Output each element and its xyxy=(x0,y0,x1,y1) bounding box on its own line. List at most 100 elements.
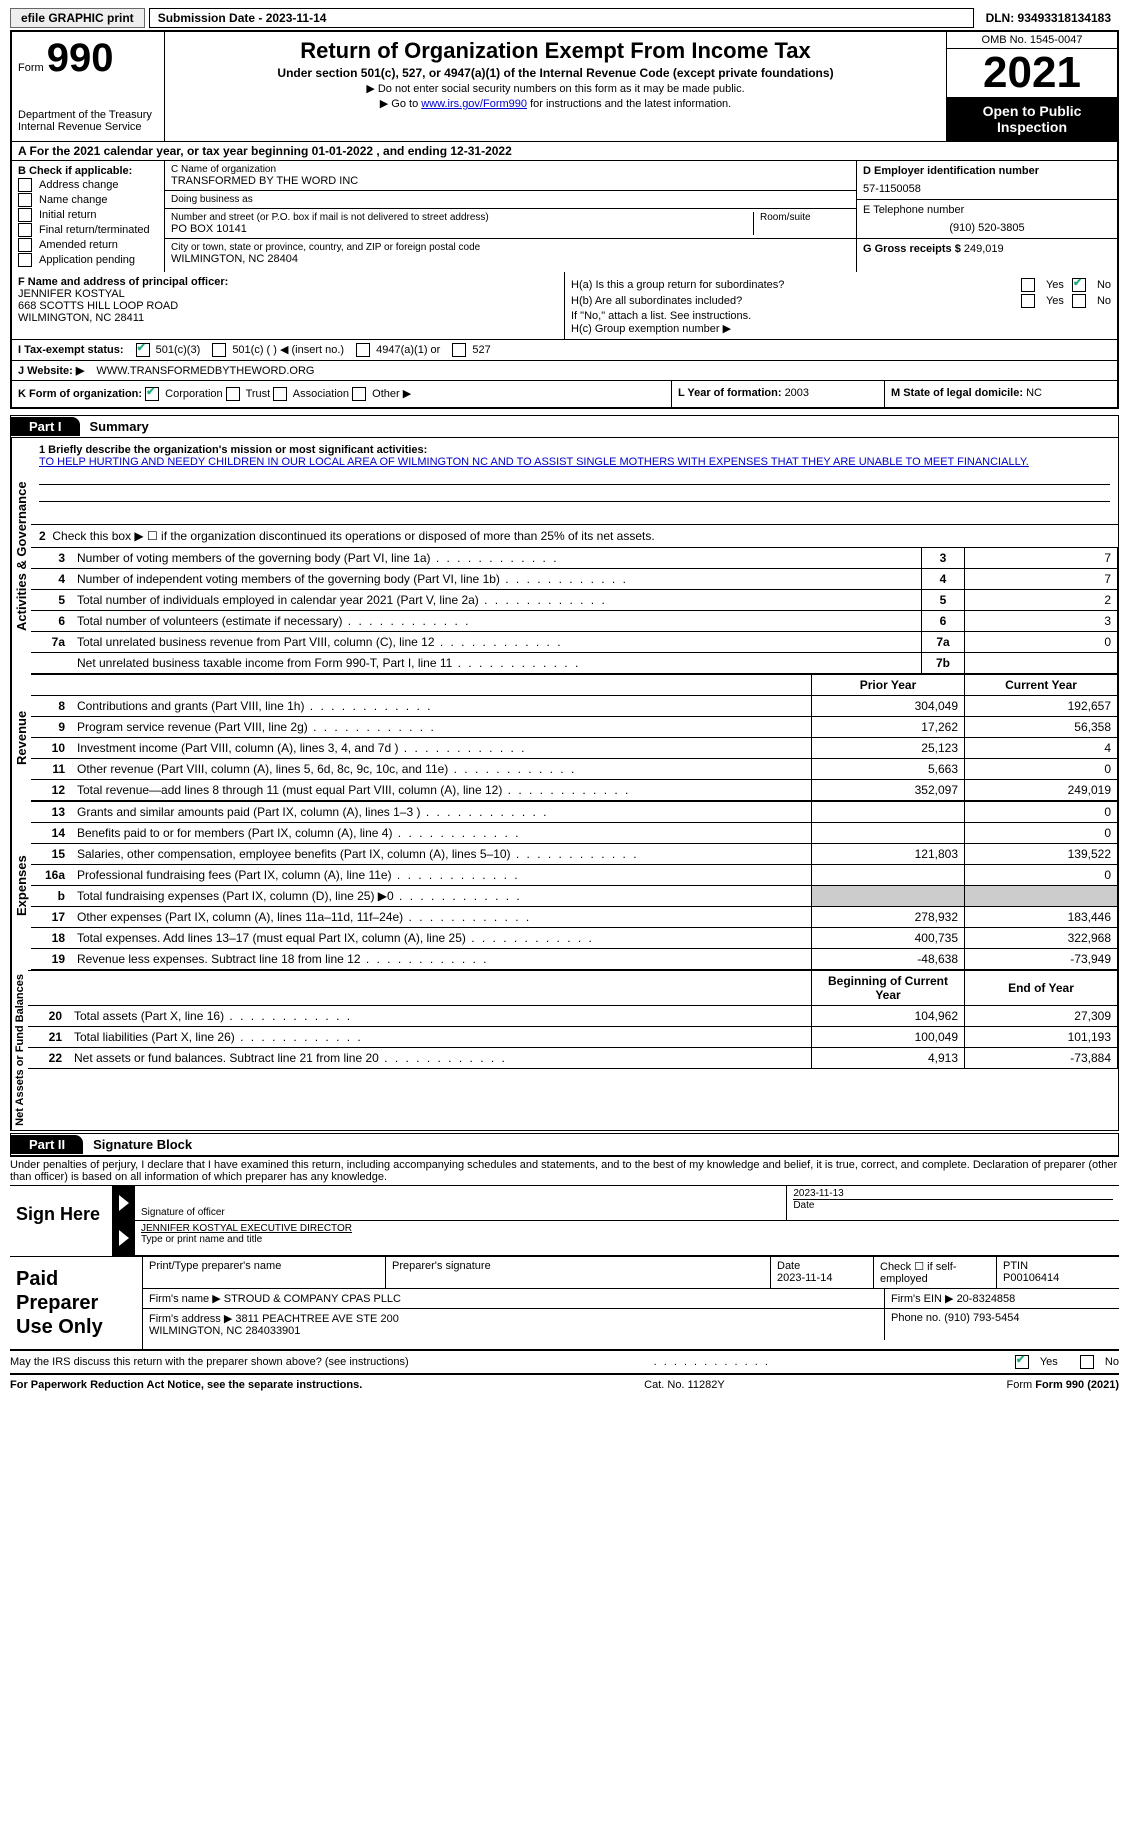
line-desc: Net assets or fund balances. Subtract li… xyxy=(68,1048,812,1069)
pp-name-label: Print/Type preparer's name xyxy=(143,1257,386,1288)
i-501c3: 501(c)(3) xyxy=(156,344,201,356)
i-501c-chk[interactable] xyxy=(212,343,226,357)
line-num: b xyxy=(31,886,71,907)
line-num: 11 xyxy=(31,759,71,780)
ptin-value: P00106414 xyxy=(1003,1272,1059,1284)
current-val: 0 xyxy=(965,802,1118,823)
prior-val: 278,932 xyxy=(812,907,965,928)
irs-link[interactable]: www.irs.gov/Form990 xyxy=(421,98,527,110)
efile-print-button[interactable]: efile GRAPHIC print xyxy=(10,8,145,28)
i-501c3-chk[interactable] xyxy=(136,343,150,357)
form-word: Form xyxy=(18,62,44,74)
ein-value: 57-1150058 xyxy=(863,183,1111,195)
prior-val xyxy=(812,802,965,823)
vert-revenue: Revenue xyxy=(11,674,31,801)
col-prior: Prior Year xyxy=(812,675,965,696)
firm-ein: 20-8324858 xyxy=(957,1293,1016,1305)
opt-final-return: Final return/terminated xyxy=(39,224,150,236)
col-begin: Beginning of Current Year xyxy=(812,971,965,1006)
form-title: Return of Organization Exempt From Incom… xyxy=(173,38,938,64)
officer-name: JENNIFER KOSTYAL xyxy=(18,288,558,300)
dept-label: Department of the Treasury Internal Reve… xyxy=(18,109,158,133)
opt-amended-return: Amended return xyxy=(39,239,118,251)
line-desc: Other expenses (Part IX, column (A), lin… xyxy=(71,907,812,928)
chk-final-return[interactable] xyxy=(18,223,32,237)
line-desc: Total liabilities (Part X, line 26) xyxy=(68,1027,812,1048)
begin-val: 100,049 xyxy=(812,1027,965,1048)
hb-no: No xyxy=(1097,295,1111,307)
room-label: Room/suite xyxy=(760,212,850,223)
line-desc: Total expenses. Add lines 13–17 (must eq… xyxy=(71,928,812,949)
end-val: -73,884 xyxy=(965,1048,1118,1069)
part1-header: Part I xyxy=(11,417,80,436)
chk-address-change[interactable] xyxy=(18,178,32,192)
line-box: 6 xyxy=(922,611,965,632)
note-ssn: ▶ Do not enter social security numbers o… xyxy=(173,82,938,95)
declaration-text: Under penalties of perjury, I declare th… xyxy=(10,1157,1119,1185)
k-corp-chk[interactable] xyxy=(145,387,159,401)
chk-name-change[interactable] xyxy=(18,193,32,207)
sig-officer-label: Signature of officer xyxy=(141,1207,225,1218)
officer-addr1: 668 SCOTTS HILL LOOP ROAD xyxy=(18,300,558,312)
dln-label: DLN: 93493318134183 xyxy=(978,9,1119,27)
i-527-chk[interactable] xyxy=(452,343,466,357)
dots xyxy=(654,1356,770,1368)
discuss-yes-chk[interactable] xyxy=(1015,1355,1029,1369)
pra-notice: For Paperwork Reduction Act Notice, see … xyxy=(10,1379,362,1391)
line-desc: Net unrelated business taxable income fr… xyxy=(71,653,922,674)
line-desc: Other revenue (Part VIII, column (A), li… xyxy=(71,759,812,780)
gross-value: 249,019 xyxy=(964,243,1004,255)
prior-val: 5,663 xyxy=(812,759,965,780)
line-num: 6 xyxy=(31,611,71,632)
line-num: 3 xyxy=(31,548,71,569)
note-goto-post: for instructions and the latest informat… xyxy=(527,98,731,110)
m-label: M State of legal domicile: xyxy=(891,387,1026,399)
line-box: 4 xyxy=(922,569,965,590)
submission-date: Submission Date - 2023-11-14 xyxy=(149,8,974,28)
current-val: 0 xyxy=(965,865,1118,886)
end-val: 27,309 xyxy=(965,1006,1118,1027)
chk-application-pending[interactable] xyxy=(18,253,32,267)
phone-value: (910) 520-3805 xyxy=(863,222,1111,234)
sig-date-label: Date xyxy=(793,1199,1113,1211)
k-assoc: Association xyxy=(293,388,349,400)
hb-no-chk[interactable] xyxy=(1072,294,1086,308)
officer-label: F Name and address of principal officer: xyxy=(18,276,558,288)
discuss-no-chk[interactable] xyxy=(1080,1355,1094,1369)
hb-yes-chk[interactable] xyxy=(1021,294,1035,308)
tax-year: 2021 xyxy=(947,49,1117,97)
line-desc: Contributions and grants (Part VIII, lin… xyxy=(71,696,812,717)
l-label: L Year of formation: xyxy=(678,387,785,399)
chk-initial-return[interactable] xyxy=(18,208,32,222)
website-value: WWW.TRANSFORMEDBYTHEWORD.ORG xyxy=(96,365,314,377)
line-box: 7b xyxy=(922,653,965,674)
end-val: 101,193 xyxy=(965,1027,1118,1048)
opt-application-pending: Application pending xyxy=(39,254,135,266)
prior-val xyxy=(812,865,965,886)
line2-text: Check this box ▶ ☐ if the organization d… xyxy=(52,529,654,543)
i-4947: 4947(a)(1) or xyxy=(376,344,440,356)
chk-amended-return[interactable] xyxy=(18,238,32,252)
sign-here-label: Sign Here xyxy=(10,1186,113,1256)
line-desc: Grants and similar amounts paid (Part IX… xyxy=(71,802,812,823)
current-val: 322,968 xyxy=(965,928,1118,949)
ha-no-chk[interactable] xyxy=(1072,278,1086,292)
k-trust-chk[interactable] xyxy=(226,387,240,401)
line-desc: Number of independent voting members of … xyxy=(71,569,922,590)
col-end: End of Year xyxy=(965,971,1118,1006)
i-4947-chk[interactable] xyxy=(356,343,370,357)
form-subtitle: Under section 501(c), 527, or 4947(a)(1)… xyxy=(173,66,938,80)
line-num: 20 xyxy=(28,1006,68,1027)
i-527: 527 xyxy=(472,344,490,356)
k-other-chk[interactable] xyxy=(352,387,366,401)
current-val: -73,949 xyxy=(965,949,1118,970)
org-name: TRANSFORMED BY THE WORD INC xyxy=(171,175,850,187)
i-label: I Tax-exempt status: xyxy=(18,344,124,356)
line-num xyxy=(31,653,71,674)
line-num: 7a xyxy=(31,632,71,653)
ha-yes-chk[interactable] xyxy=(1021,278,1035,292)
line-val: 7 xyxy=(965,569,1118,590)
note-goto-pre: ▶ Go to xyxy=(380,98,421,110)
k-assoc-chk[interactable] xyxy=(273,387,287,401)
line-val: 0 xyxy=(965,632,1118,653)
